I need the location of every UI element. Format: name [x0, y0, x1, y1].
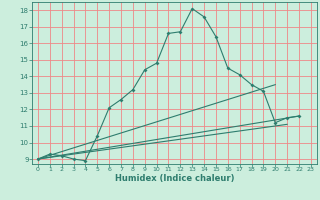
X-axis label: Humidex (Indice chaleur): Humidex (Indice chaleur) — [115, 174, 234, 183]
